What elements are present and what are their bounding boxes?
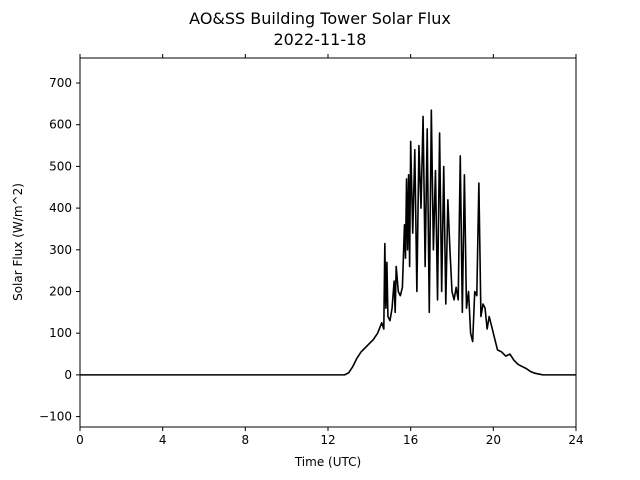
y-tick-label: 100 [49,326,72,340]
y-tick-label: 400 [49,201,72,215]
y-tick-label: 700 [49,76,72,90]
x-tick-label: 8 [242,433,250,447]
y-tick-label: 200 [49,284,72,298]
x-tick-label: 0 [76,433,84,447]
chart-subtitle: 2022-11-18 [274,30,367,49]
y-tick-label: −100 [39,410,72,424]
y-tick-label: 0 [64,368,72,382]
x-tick-label: 4 [159,433,167,447]
y-tick-label: 500 [49,159,72,173]
x-axis-label: Time (UTC) [294,455,361,469]
series-line-0 [80,109,576,376]
x-tick-label: 24 [568,433,583,447]
y-axis-label: Solar Flux (W/m^2) [11,183,25,301]
x-tick-label: 16 [403,433,418,447]
x-tick-label: 20 [486,433,501,447]
x-tick-label: 12 [320,433,335,447]
chart-title: AO&SS Building Tower Solar Flux [189,9,451,28]
plot-area: 0 4 8 12 16 20 24 −100 0 100 200 300 400 500 600 700 [39,54,584,447]
y-tick-label: 300 [49,243,72,257]
y-tick-label: 600 [49,118,72,132]
